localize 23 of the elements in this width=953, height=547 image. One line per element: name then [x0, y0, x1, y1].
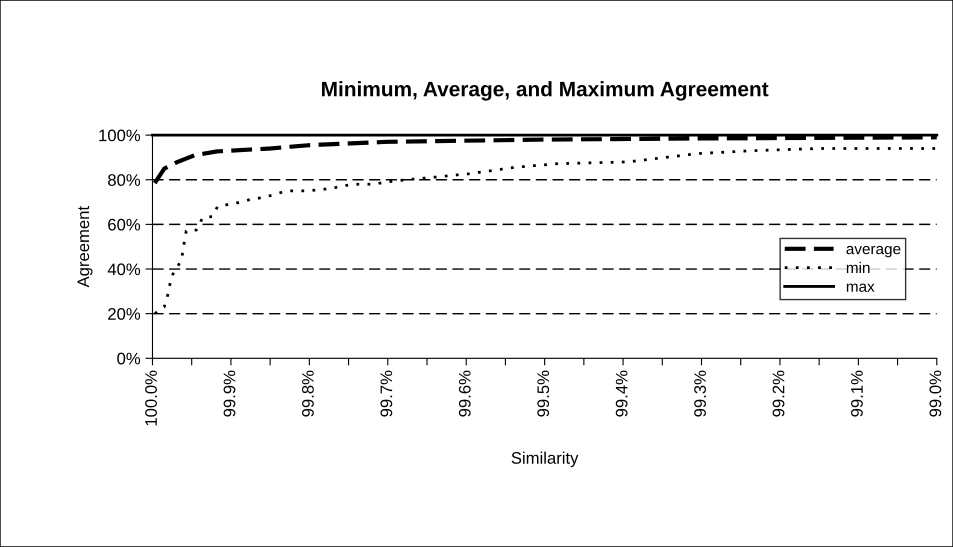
- y-tick-label: 80%: [108, 174, 140, 186]
- y-tick-label: 60%: [108, 218, 140, 231]
- y-tick-label: 100%: [99, 130, 140, 142]
- x-tick-label: 99.4%: [616, 370, 628, 417]
- x-tick-label: 99.0%: [929, 370, 942, 417]
- y-tick-label: 0%: [117, 352, 140, 364]
- x-tick-label: 99.3%: [694, 370, 706, 417]
- x-tick-label: 100.0%: [145, 370, 157, 426]
- x-tick-label: 99.9%: [224, 370, 236, 417]
- x-tick-label: 99.2%: [772, 370, 784, 417]
- y-tick-label: 40%: [108, 263, 140, 276]
- legend-label: average: [846, 246, 900, 258]
- x-tick-label: 99.5%: [537, 370, 550, 417]
- y-tick-label: 20%: [108, 308, 140, 320]
- x-tick-label: 99.8%: [302, 370, 314, 417]
- chart-title: Minimum, Average, and Maximum Agreement: [322, 81, 768, 101]
- x-tick-label: 99.7%: [380, 370, 392, 417]
- x-tick-label: 99.6%: [458, 370, 471, 417]
- x-tick-label: 99.1%: [851, 370, 863, 417]
- x-axis-title: Similarity: [512, 452, 578, 468]
- legend-label: max: [846, 284, 875, 292]
- legend-label: min: [846, 262, 870, 273]
- y-axis-title: Agreement: [78, 206, 92, 288]
